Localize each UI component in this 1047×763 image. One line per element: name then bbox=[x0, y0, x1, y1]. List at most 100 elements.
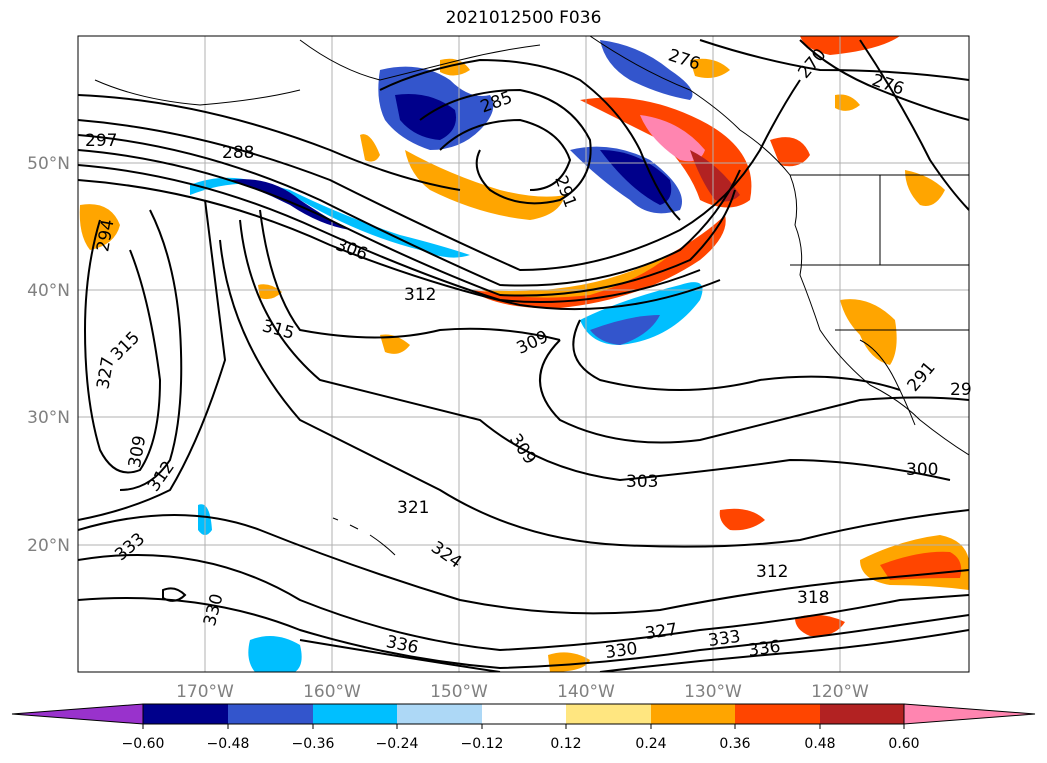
shade-positive bbox=[258, 284, 282, 300]
map-panel: 297 288 285 276 276 270 291 294 306 312 … bbox=[77, 35, 972, 673]
contour-line bbox=[299, 629, 969, 672]
colorbar-bin bbox=[313, 704, 397, 724]
contour-label: 297 bbox=[85, 131, 117, 151]
colorbar-bin bbox=[566, 704, 651, 724]
contour-line bbox=[699, 39, 969, 81]
graticule bbox=[78, 36, 969, 672]
colorbar-frame bbox=[142, 703, 905, 725]
shade-positive bbox=[690, 58, 730, 78]
contour-line bbox=[78, 134, 741, 287]
colorbar-tick-label: 0.48 bbox=[804, 736, 835, 752]
contour-label: 327 bbox=[644, 620, 679, 644]
colorbar-tick-label: 0.24 bbox=[635, 736, 666, 752]
lon-label: 120°W bbox=[811, 682, 869, 702]
contour-line bbox=[539, 339, 969, 444]
contour-label: 336 bbox=[747, 637, 782, 661]
lat-label: 30°N bbox=[27, 408, 70, 428]
colorbar-bin bbox=[651, 704, 735, 724]
aleutian-chain bbox=[94, 79, 301, 106]
colorbar-extend-right bbox=[903, 703, 1036, 725]
contour-line bbox=[799, 39, 969, 121]
contour-line bbox=[78, 597, 969, 670]
contour-line bbox=[859, 39, 969, 211]
colorbar-ticks bbox=[142, 724, 905, 729]
colorbar-tick-label: −0.24 bbox=[376, 736, 419, 752]
coastlines bbox=[94, 36, 969, 556]
shade-negative bbox=[590, 315, 660, 345]
contour-line bbox=[439, 118, 572, 191]
shade-positive bbox=[840, 299, 897, 365]
contour-label: 303 bbox=[626, 472, 658, 492]
colorbar-bin bbox=[397, 704, 482, 724]
lat-label: 50°N bbox=[27, 154, 70, 174]
contour-line bbox=[259, 209, 561, 341]
shade-strong-negative bbox=[230, 179, 350, 230]
contour-line bbox=[83, 219, 162, 474]
shade-max-positive bbox=[640, 115, 705, 162]
colorbar-bin bbox=[482, 704, 566, 724]
colorbar-bin bbox=[143, 704, 228, 724]
contour-label: 312 bbox=[756, 562, 788, 582]
contour-label: 312 bbox=[404, 285, 436, 305]
colorbar-tick-label: 0.36 bbox=[719, 736, 750, 752]
contour-label: 321 bbox=[397, 498, 429, 518]
lon-label: 170°W bbox=[176, 682, 234, 702]
north-america-coast bbox=[589, 36, 969, 456]
contour-line bbox=[78, 79, 801, 272]
shade-strong-negative bbox=[600, 150, 672, 205]
shade-negative bbox=[190, 177, 470, 258]
contour-line bbox=[419, 88, 592, 205]
map-title: 2021012500 F036 bbox=[445, 8, 602, 28]
contour-line bbox=[572, 319, 901, 391]
contour-line bbox=[379, 58, 681, 221]
shade-positive bbox=[79, 204, 120, 250]
contour-line bbox=[78, 94, 461, 191]
hawaii-islands bbox=[332, 517, 396, 556]
height-contours bbox=[78, 39, 969, 672]
baja-coast bbox=[859, 339, 916, 426]
colorbar: −0.60 −0.48 −0.36 −0.24 −0.12 0.12 0.24 … bbox=[11, 703, 1036, 752]
shade-positive bbox=[480, 255, 670, 298]
contour-label: 300 bbox=[906, 460, 938, 480]
contour-line bbox=[239, 219, 951, 482]
lat-label: 20°N bbox=[27, 536, 70, 556]
lon-label: 130°W bbox=[684, 682, 742, 702]
shade-positive bbox=[719, 508, 765, 531]
shade-negative bbox=[248, 636, 302, 672]
lon-label: 140°W bbox=[557, 682, 615, 702]
lon-axis: 170°W 160°W 150°W 140°W 130°W 120°W bbox=[176, 682, 869, 702]
colorbar-bin bbox=[228, 704, 313, 724]
lon-label: 150°W bbox=[430, 682, 488, 702]
lat-axis: 50°N 40°N 30°N 20°N bbox=[27, 154, 70, 556]
colorbar-bin bbox=[820, 704, 904, 724]
shade-positive bbox=[835, 94, 860, 111]
lat-label: 40°N bbox=[27, 281, 70, 301]
shaded-field bbox=[79, 36, 969, 672]
contour-label: 29 bbox=[950, 380, 972, 400]
shade-positive bbox=[770, 137, 810, 167]
contour-label: 330 bbox=[604, 639, 639, 663]
shade-positive bbox=[905, 170, 945, 206]
contour-line bbox=[78, 149, 736, 297]
colorbar-bin bbox=[735, 704, 820, 724]
contour-line bbox=[78, 179, 721, 311]
colorbar-tick-label: −0.60 bbox=[122, 736, 165, 752]
contour-line bbox=[119, 209, 183, 491]
map-background bbox=[78, 36, 969, 672]
contour-line bbox=[162, 587, 187, 602]
contour-label: 333 bbox=[707, 627, 742, 651]
contour-line bbox=[78, 554, 969, 652]
map-frame bbox=[77, 35, 970, 673]
shade-positive bbox=[360, 134, 380, 162]
colorbar-tick-label: 0.60 bbox=[888, 736, 919, 752]
contour-label: 318 bbox=[797, 588, 829, 608]
alaska-coast bbox=[299, 39, 541, 81]
contour-line bbox=[219, 239, 969, 548]
colorbar-tick-label: −0.48 bbox=[207, 736, 250, 752]
contour-line bbox=[78, 199, 227, 521]
colorbar-tick-label: 0.12 bbox=[550, 736, 581, 752]
shade-positive bbox=[380, 334, 410, 354]
shade-positive bbox=[800, 36, 900, 55]
shade-positive bbox=[548, 652, 590, 672]
